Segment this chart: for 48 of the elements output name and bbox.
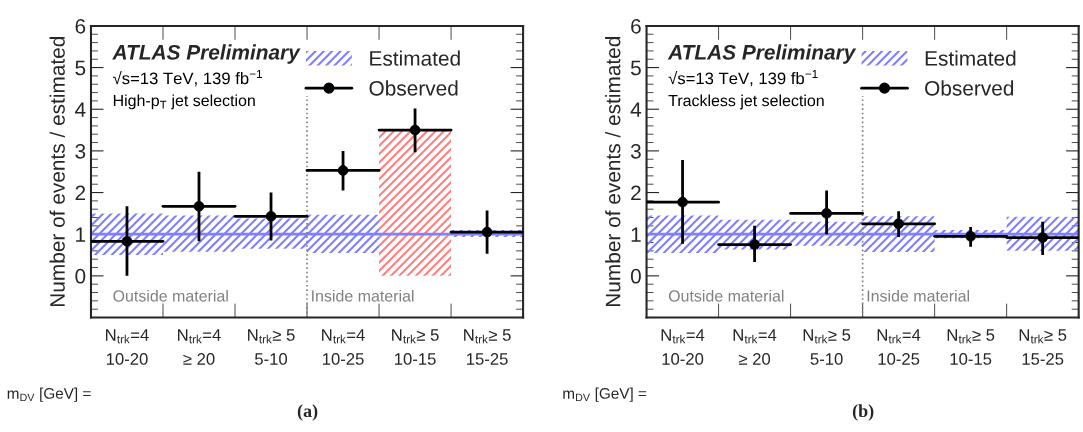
annotation: Outside material [113, 289, 228, 302]
y-tick-label: 4 [630, 102, 642, 117]
annotation: Outside material [668, 289, 784, 302]
x-tick-label: N$_{trk}$=4 ≥ 20 [178, 329, 221, 365]
text: (a) [297, 404, 318, 421]
x-tick-label: N$_{trk}$≥ 5 5-10 [248, 329, 295, 365]
text: m$_{DV}$ [GeV] = [563, 387, 647, 402]
bar [307, 214, 380, 253]
annotation: Inside material [867, 289, 970, 302]
annotation: Inside material [312, 289, 414, 302]
y-tick-label: 5 [630, 60, 641, 76]
y-tick-label: 0 [630, 268, 641, 284]
annotation: ATLAS Preliminary [112, 44, 301, 64]
legend-label: Observed [925, 80, 1014, 96]
y-tick-label: 3 [75, 143, 86, 159]
legend-label: Observed [369, 80, 458, 96]
text: (b) [852, 404, 874, 421]
annotation: ATLAS Preliminary [667, 44, 857, 64]
y-tick-label: 1 [76, 227, 86, 242]
y-axis-title: Number of events / estimated [49, 37, 65, 307]
x-tick-label: N$_{trk}$≥ 5 5-10 [803, 329, 851, 365]
x-tick-label: N$_{trk}$=4 10-25 [877, 329, 921, 365]
annotation: √s=13 TeV, 139 fb$^{−1}$ [112, 69, 263, 87]
y-tick-label: 1 [631, 227, 641, 242]
y-tick-label: 2 [631, 185, 641, 201]
annotation: Trackless jet selection [668, 94, 824, 110]
x-tick-label: N$_{trk}$=4 ≥ 20 [733, 329, 777, 365]
annotation: High-p$_{T}$ jet selection [113, 94, 255, 110]
y-tick-label: 5 [75, 60, 86, 76]
text: m$_{DV}$ [GeV] = [7, 387, 91, 402]
bar [379, 130, 452, 276]
annotation: √s=13 TeV, 139 fb$^{−1}$ [668, 69, 818, 87]
y-axis-title: Number of events / estimated [605, 37, 621, 307]
x-tick-label: N$_{trk}$≥ 5 15-25 [1019, 329, 1067, 365]
x-tick-label: N$_{trk}$≥ 5 10-15 [947, 329, 995, 365]
y-tick-label: 4 [75, 102, 86, 117]
legend-label: Estimated [925, 50, 1016, 66]
legend-label: Estimated [370, 50, 460, 66]
y-tick-label: 3 [630, 143, 641, 159]
y-tick-label: 6 [631, 18, 641, 34]
x-tick-label: N$_{trk}$=4 10-25 [322, 329, 365, 365]
y-tick-label: 2 [75, 185, 86, 201]
x-tick-label: N$_{trk}$=4 10-20 [106, 329, 149, 365]
y-tick-label: 0 [75, 268, 86, 284]
y-tick-label: 6 [75, 18, 86, 34]
x-tick-label: N$_{trk}$=4 10-20 [661, 329, 705, 365]
x-tick-label: N$_{trk}$≥ 5 15-25 [464, 329, 511, 365]
x-tick-label: N$_{trk}$≥ 5 10-15 [392, 329, 439, 365]
